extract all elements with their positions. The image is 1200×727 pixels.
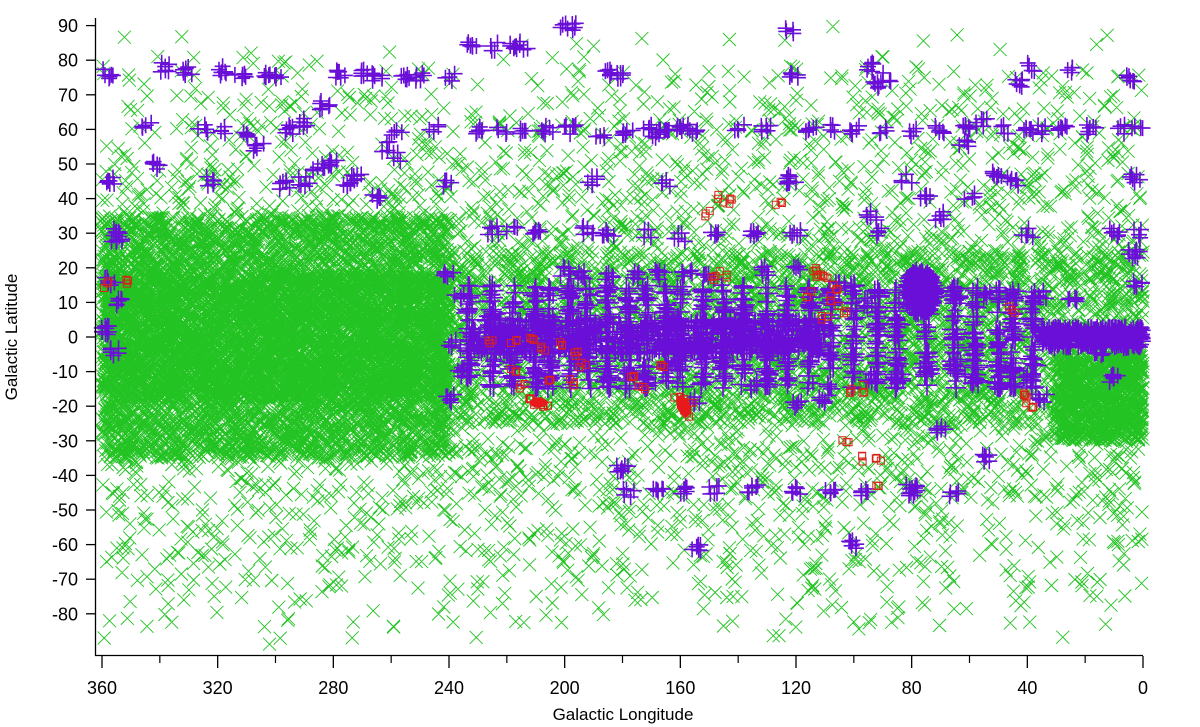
y-axis-title: Galactic Latitude: [2, 274, 21, 401]
y-tick-label: -80: [52, 604, 78, 624]
y-tick-label: -70: [52, 570, 78, 590]
y-tick-label: -10: [52, 362, 78, 382]
y-tick-label: 10: [58, 293, 78, 313]
x-tick-label: 360: [87, 678, 117, 698]
y-tick-label: 0: [68, 328, 78, 348]
y-tick-label: -60: [52, 535, 78, 555]
y-tick-label: 60: [58, 120, 78, 140]
x-tick-label: 40: [1017, 678, 1037, 698]
plot-area: [93, 15, 1151, 652]
y-tick-label: 90: [58, 16, 78, 36]
y-tick-label: -20: [52, 397, 78, 417]
x-tick-label: 200: [550, 678, 580, 698]
x-tick-label: 280: [318, 678, 348, 698]
y-tick-label: 40: [58, 189, 78, 209]
y-tick-label: 20: [58, 258, 78, 278]
x-tick-label: 120: [781, 678, 811, 698]
x-tick-label: 320: [203, 678, 233, 698]
y-tick-label: 50: [58, 155, 78, 175]
y-axis-ticks: 90 80 70 60 50 40 30 20 10 0 -10 -20 -30 -40 -50 -60 -70…: [52, 16, 96, 624]
y-tick-label: -30: [52, 431, 78, 451]
red-dense-cluster: [529, 397, 548, 408]
y-tick-label: 70: [58, 85, 78, 105]
red-square-marker-series: [99, 190, 1038, 490]
x-tick-label: 80: [902, 678, 922, 698]
x-tick-label: 240: [434, 678, 464, 698]
purple-plus-marker-series: [93, 15, 1151, 559]
x-axis-title: Galactic Longitude: [553, 705, 694, 724]
axes: 90 80 70 60 50 40 30 20 10 0 -10 -20 -30 -40 -50 -60 -70…: [52, 16, 1148, 698]
y-tick-label: 30: [58, 224, 78, 244]
y-tick-label: -40: [52, 466, 78, 486]
x-tick-label: 160: [665, 678, 695, 698]
red-dense-cluster: [676, 395, 691, 417]
y-tick-label: 80: [58, 51, 78, 71]
x-axis-ticks: 360 320 280 240 200 160 120 80 40 0: [87, 656, 1148, 698]
x-tick-label: 0: [1138, 678, 1148, 698]
y-tick-label: -50: [52, 501, 78, 521]
